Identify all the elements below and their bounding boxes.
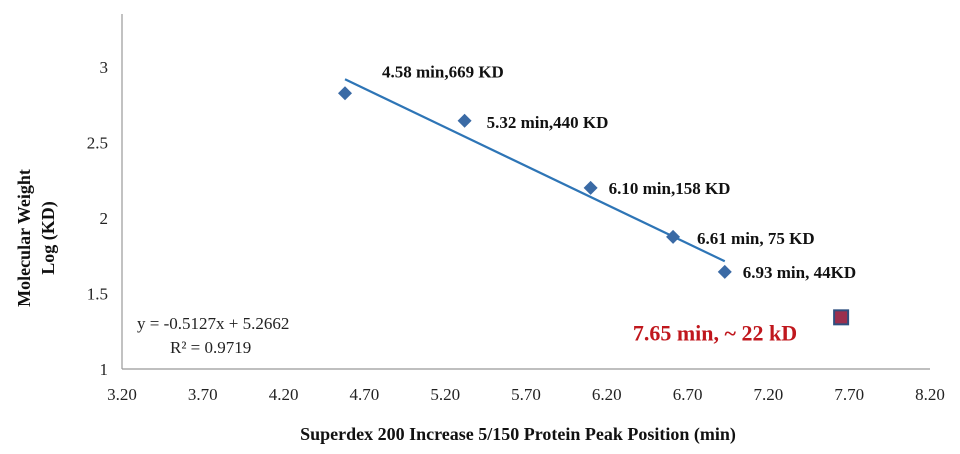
data-point-diamond	[457, 113, 472, 128]
x-tick-label: 7.70	[834, 385, 864, 404]
data-point-label: 4.58 min,669 KD	[382, 62, 504, 81]
x-tick-label: 4.20	[269, 385, 299, 404]
y-axis-title-line2: Log (KD)	[38, 201, 59, 275]
x-tick-labels: 3.20 3.70 4.20 4.70 5.20 5.70 6.20 6.70 7.20 7.70…	[107, 385, 945, 404]
highlight-point-label: 7.65 min, ~ 22 kD	[633, 320, 797, 345]
y-tick-label: 3	[100, 58, 109, 77]
x-tick-label: 3.20	[107, 385, 137, 404]
data-point-label: 6.93 min, 44KD	[743, 263, 856, 282]
data-point-labels: 4.58 min,669 KD 5.32 min,440 KD 6.10 min,1…	[382, 62, 856, 345]
data-point-diamond	[583, 180, 598, 195]
axes	[121, 14, 930, 370]
y-tick-label: 1.5	[87, 284, 108, 303]
x-tick-label: 6.70	[673, 385, 703, 404]
highlight-point-square	[833, 309, 850, 326]
data-point-label: 5.32 min,440 KD	[487, 113, 609, 132]
data-points	[338, 86, 850, 326]
y-tick-labels: 1 1.5 2 2.5 3	[87, 58, 108, 379]
data-point-diamond	[717, 264, 732, 279]
data-point-diamond	[338, 86, 353, 101]
trendline-equation: y = -0.5127x + 5.2662	[137, 314, 289, 333]
data-point-label: 6.61 min, 75 KD	[697, 229, 815, 248]
x-tick-label: 4.70	[350, 385, 380, 404]
trendline	[344, 78, 726, 263]
x-tick-label: 7.20	[754, 385, 784, 404]
trendline-r-squared: R² = 0.9719	[170, 338, 251, 357]
x-tick-label: 5.70	[511, 385, 541, 404]
y-tick-label: 2	[100, 209, 109, 228]
x-tick-label: 8.20	[915, 385, 945, 404]
y-tick-label: 2.5	[87, 133, 108, 152]
x-tick-label: 3.70	[188, 385, 218, 404]
y-tick-label: 1	[100, 360, 109, 379]
x-tick-label: 5.20	[430, 385, 460, 404]
x-tick-label: 6.20	[592, 385, 622, 404]
y-axis-title-line1: Molecular Weight	[14, 169, 34, 307]
x-axis-title: Superdex 200 Increase 5/150 Protein Peak…	[300, 424, 736, 445]
data-point-label: 6.10 min,158 KD	[609, 179, 731, 198]
data-point-diamond	[666, 229, 681, 244]
